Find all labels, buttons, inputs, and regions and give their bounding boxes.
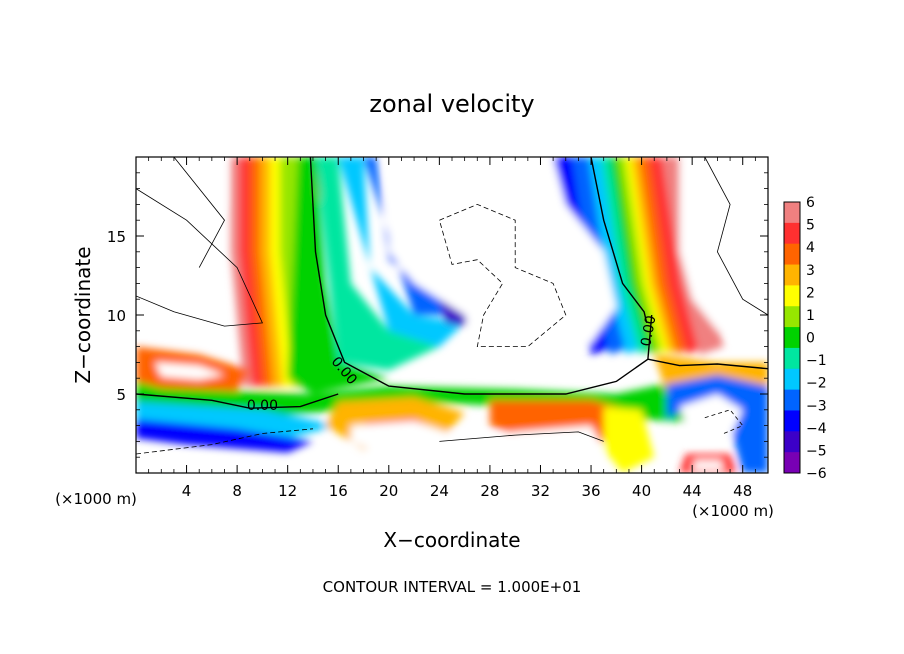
contour-line — [136, 393, 339, 409]
y-tick-label: 10 — [107, 307, 126, 325]
colorbar-tick-label: 1 — [806, 308, 815, 324]
x-tick-label: 36 — [581, 482, 600, 500]
x-tick-label: 28 — [480, 482, 499, 500]
colorbar-swatch — [784, 410, 800, 432]
colorbar-tick-label: 4 — [806, 240, 815, 256]
x-tick-label: 12 — [278, 482, 297, 500]
colorbar-tick-label: −2 — [806, 376, 827, 392]
colorbar-swatch — [784, 327, 800, 349]
y-axis-label: Z−coordinate — [71, 246, 95, 383]
colorbar-swatch — [784, 452, 800, 474]
field-band — [439, 299, 471, 327]
colorbar-swatch — [784, 431, 800, 453]
contour-line — [173, 157, 225, 268]
contour-line — [439, 431, 604, 442]
field-band — [692, 460, 724, 470]
x-tick-label: 48 — [733, 482, 752, 500]
contour-lines — [136, 157, 768, 455]
y-tick-label: 5 — [116, 386, 126, 404]
field-band — [315, 157, 440, 371]
contour-label: 0.00 — [638, 314, 659, 347]
colorbar-tick-label: 3 — [806, 263, 815, 279]
y-tick-label: 15 — [107, 228, 126, 246]
y-axis-ticks: 5 10 15 — [107, 172, 768, 458]
contour-line-dashed — [704, 409, 744, 434]
colorbar-swatch — [784, 202, 800, 224]
x-tick-label: 32 — [531, 482, 550, 500]
colorbar-swatch — [784, 347, 800, 370]
colorbar-swatch — [784, 264, 800, 286]
chart-title: zonal velocity — [369, 90, 534, 118]
x-axis-label: X−coordinate — [383, 528, 520, 552]
x-tick-label: 8 — [232, 482, 242, 500]
colorbar-tick-label: −4 — [806, 421, 827, 437]
field-band — [679, 157, 768, 347]
field-band — [338, 157, 465, 347]
x-tick-label: 20 — [379, 482, 398, 500]
x-unit-label-right: (×1000 m) — [692, 502, 774, 520]
field-band — [155, 362, 225, 380]
x-axis-ticks: 4 8 12 16 20 24 28 32 36 40 44 48 — [148, 157, 756, 500]
colorbar-tick-label: −1 — [806, 353, 827, 369]
x-unit-label-left: (×1000 m) — [55, 490, 137, 508]
x-tick-label: 16 — [329, 482, 348, 500]
contour-line-dashed — [439, 203, 567, 348]
colorbar-tick-label: −3 — [806, 398, 827, 414]
colorbar-swatch — [784, 306, 800, 328]
contour-line — [704, 157, 768, 316]
x-tick-label: 40 — [632, 482, 651, 500]
contour-interval-note: CONTOUR INTERVAL = 1.000E+01 — [323, 578, 582, 596]
colorbar-tick-label: −5 — [806, 443, 827, 459]
field-band — [136, 419, 313, 453]
colorbar: 6 5 4 3 2 1 0 −1 −2 −3 −4 −5 −6 — [783, 195, 827, 482]
colorbar-tick-label: 5 — [806, 218, 815, 234]
colorbar-tick-label: 2 — [806, 285, 815, 301]
contour-line — [136, 188, 264, 327]
field-band — [350, 420, 604, 467]
velocity-field: 0.000.000.00 — [136, 157, 768, 473]
colorbar-swatch — [784, 243, 800, 266]
x-tick-label: 4 — [182, 482, 192, 500]
colorbar-tick-label: 0 — [806, 331, 815, 347]
contour-line — [647, 358, 768, 370]
field-band — [666, 375, 768, 473]
colorbar-tick-label: 6 — [806, 195, 815, 211]
contour-line-dashed — [136, 428, 314, 455]
field-band — [388, 157, 617, 355]
colorbar-frame — [783, 201, 801, 474]
x-tick-label: 24 — [430, 482, 449, 500]
field-band — [679, 394, 743, 442]
field-band — [136, 157, 225, 315]
field-band — [363, 157, 465, 315]
contour-line — [309, 157, 653, 395]
colorbar-swatch — [784, 368, 800, 391]
colorbar-swatch — [784, 389, 800, 411]
x-tick-label: 44 — [683, 482, 702, 500]
colorbar-swatch — [784, 222, 800, 245]
colorbar-swatch — [784, 285, 800, 307]
contour-label: 0.00 — [247, 398, 278, 414]
colorbar-tick-label: −6 — [806, 466, 827, 482]
contour-line — [590, 157, 648, 324]
field-band — [603, 406, 655, 473]
